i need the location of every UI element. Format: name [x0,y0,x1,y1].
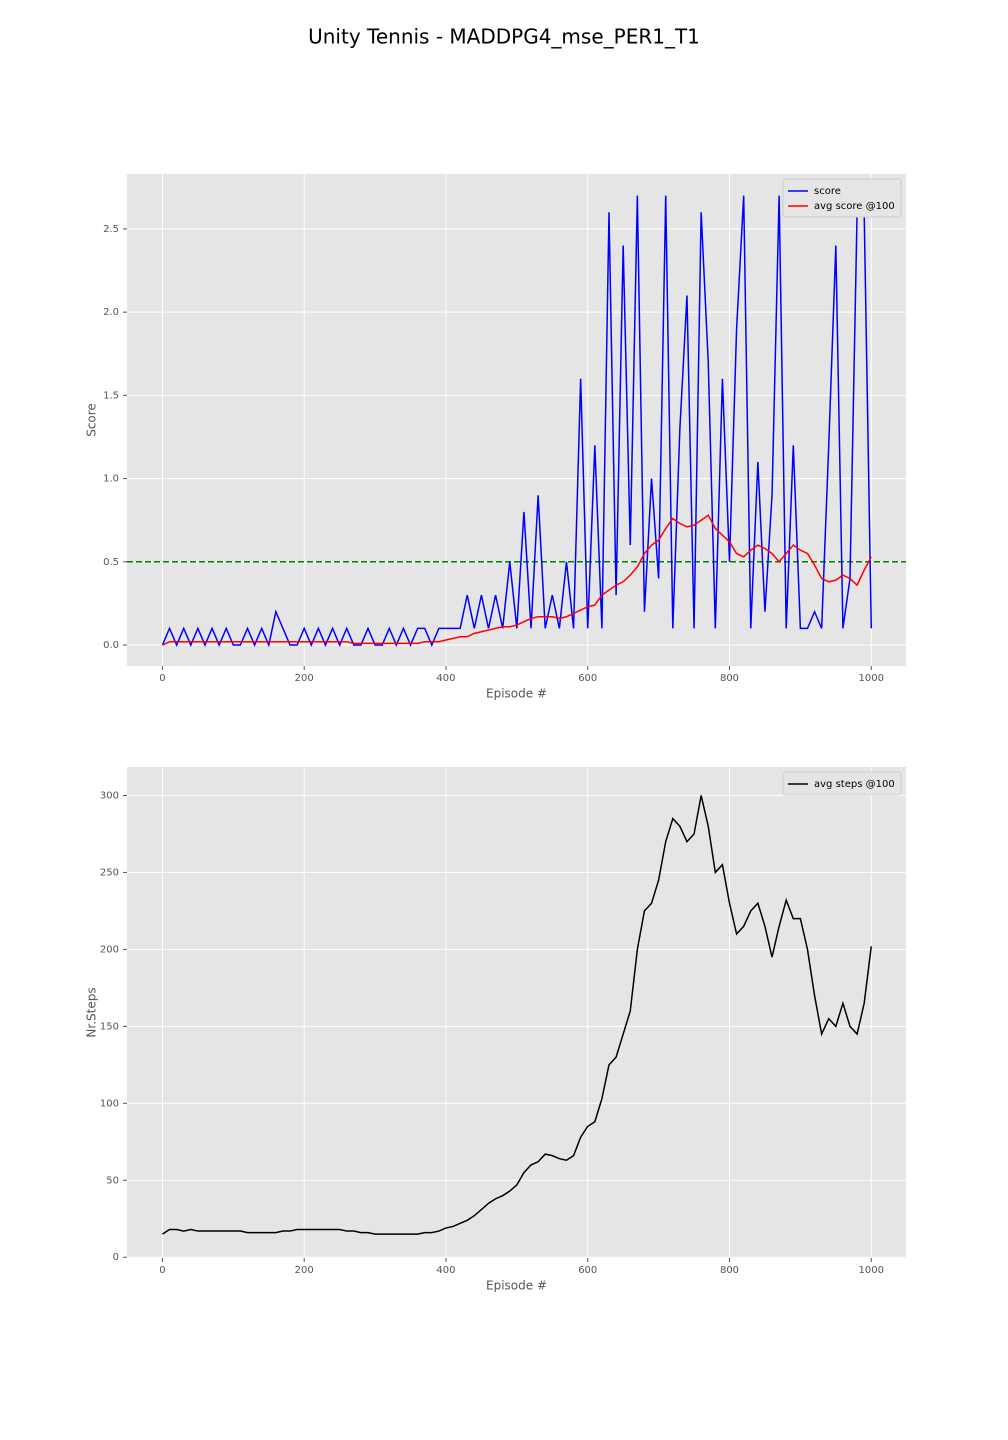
x-tick-label: 600 [578,673,597,684]
y-tick-label: 100 [100,1098,119,1109]
legend: avg steps @100 [782,771,902,796]
x-tick-label: 0 [159,1265,165,1276]
x-tick-label: 400 [436,673,455,684]
legend-label: avg score @100 [814,201,895,212]
x-tick-label: 200 [295,673,314,684]
axes: 0 200 400 600 800 1000 0 50 100 150 200 250 300 Episo… [85,767,906,1293]
data-line [162,514,872,646]
data-line [161,195,873,648]
legend-label: score [814,186,841,197]
axes: 0 200 400 600 800 1000 0.0 0.5 1.0 1.5 2.0 2.5 Episo… [85,174,906,701]
y-tick-label: 200 [100,944,119,955]
x-tick-label: 1000 [859,673,884,684]
y-tick-label: 1.5 [103,390,119,401]
x-tick-label: 600 [578,1265,597,1276]
x-tick-label: 200 [295,1265,314,1276]
plot-background [127,174,906,666]
x-tick-label: 0 [159,673,165,684]
data-line [162,795,873,1235]
y-tick-label: 250 [100,867,119,878]
x-tick-label: 1000 [859,1265,884,1276]
y-tick-label: 0.5 [103,557,119,568]
legend: score avg score @100 [782,178,902,218]
y-axis-label: Score [85,403,99,437]
y-tick-label: 0.0 [103,640,119,651]
x-tick-label: 800 [720,673,739,684]
y-tick-label: 150 [100,1021,119,1032]
y-tick-label: 2.0 [103,307,119,318]
x-axis-label: Episode # [486,1279,547,1293]
y-tick-label: 300 [100,790,119,801]
y-tick-label: 2.5 [103,224,119,235]
legend-label: avg steps @100 [814,779,895,790]
legend-box [782,178,902,218]
legend-box [782,771,902,796]
y-tick-label: 1.0 [103,474,119,485]
y-axis-label: Nr.Steps [85,987,99,1037]
x-tick-label: 800 [720,1265,739,1276]
plot-background [127,767,906,1258]
figure-title: Unity Tennis - MADDPG4_mse_PER1_T1 [308,25,700,49]
x-axis-label: Episode # [486,687,547,701]
y-tick-label: 50 [106,1175,119,1186]
x-tick-label: 400 [436,1265,455,1276]
y-tick-label: 0 [113,1252,119,1263]
